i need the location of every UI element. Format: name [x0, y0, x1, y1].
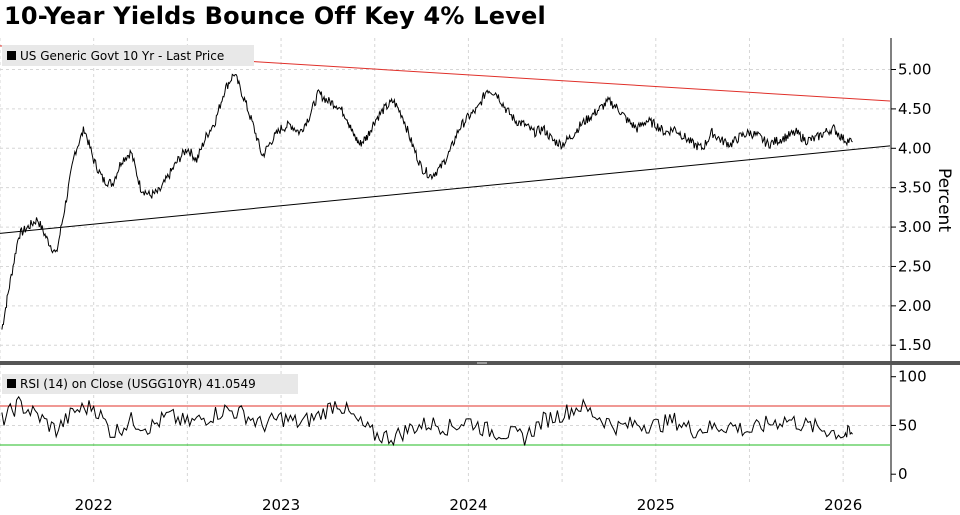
y-tick-label: 2.00 [898, 297, 931, 315]
main-grid [0, 38, 890, 361]
main-legend-label: US Generic Govt 10 Yr - Last Price [20, 49, 224, 63]
x-tick-label: 2025 [637, 496, 675, 514]
rsi-legend: RSI (14) on Close (USGG10YR) 41.0549 [2, 374, 298, 394]
rsi-levels [0, 405, 890, 446]
rsi-y-tick-label: 50 [898, 416, 917, 434]
y-tick-label: 3.50 [898, 179, 931, 197]
y-axis-label: Percent [934, 168, 954, 232]
rsi-legend-label: RSI (14) on Close (USGG10YR) 41.0549 [20, 377, 256, 391]
rsi-y-ticks: 0 50 100 [891, 368, 927, 483]
x-tick-label: 2024 [449, 496, 487, 514]
y-tick-label: 2.50 [898, 257, 931, 275]
rsi-y-tick-label: 0 [898, 465, 908, 483]
y-tick-label: 4.00 [898, 139, 931, 157]
y-tick-label: 5.00 [898, 61, 931, 79]
rsi-series-line [1, 395, 853, 447]
rsi-legend-box [2, 374, 298, 394]
y-tick-label: 3.00 [898, 218, 931, 236]
main-legend: US Generic Govt 10 Yr - Last Price [2, 45, 254, 66]
chart-title: 10-Year Yields Bounce Off Key 4% Level [4, 2, 546, 30]
y-tick-label: 4.50 [898, 100, 931, 118]
trendlines [0, 45, 891, 234]
main-y-ticks: 1.50 2.00 2.50 3.00 3.50 4.00 4.50 5.00 [891, 61, 931, 354]
panel-divider-grip[interactable] [477, 362, 487, 364]
x-ticks: 2022 2023 2024 2025 2026 [75, 496, 863, 514]
main-legend-swatch [7, 51, 16, 60]
main-legend-box [2, 45, 254, 66]
x-tick-label: 2023 [262, 496, 300, 514]
rsi-legend-swatch [7, 379, 16, 388]
y-tick-label: 1.50 [898, 336, 931, 354]
rsi-series [1, 395, 853, 447]
yield-series-line [1, 73, 853, 330]
rsi-y-tick-label: 100 [898, 368, 927, 386]
main-series [1, 73, 853, 330]
x-tick-label: 2026 [824, 496, 862, 514]
trendline-support [0, 145, 891, 234]
x-tick-label: 2022 [75, 496, 113, 514]
